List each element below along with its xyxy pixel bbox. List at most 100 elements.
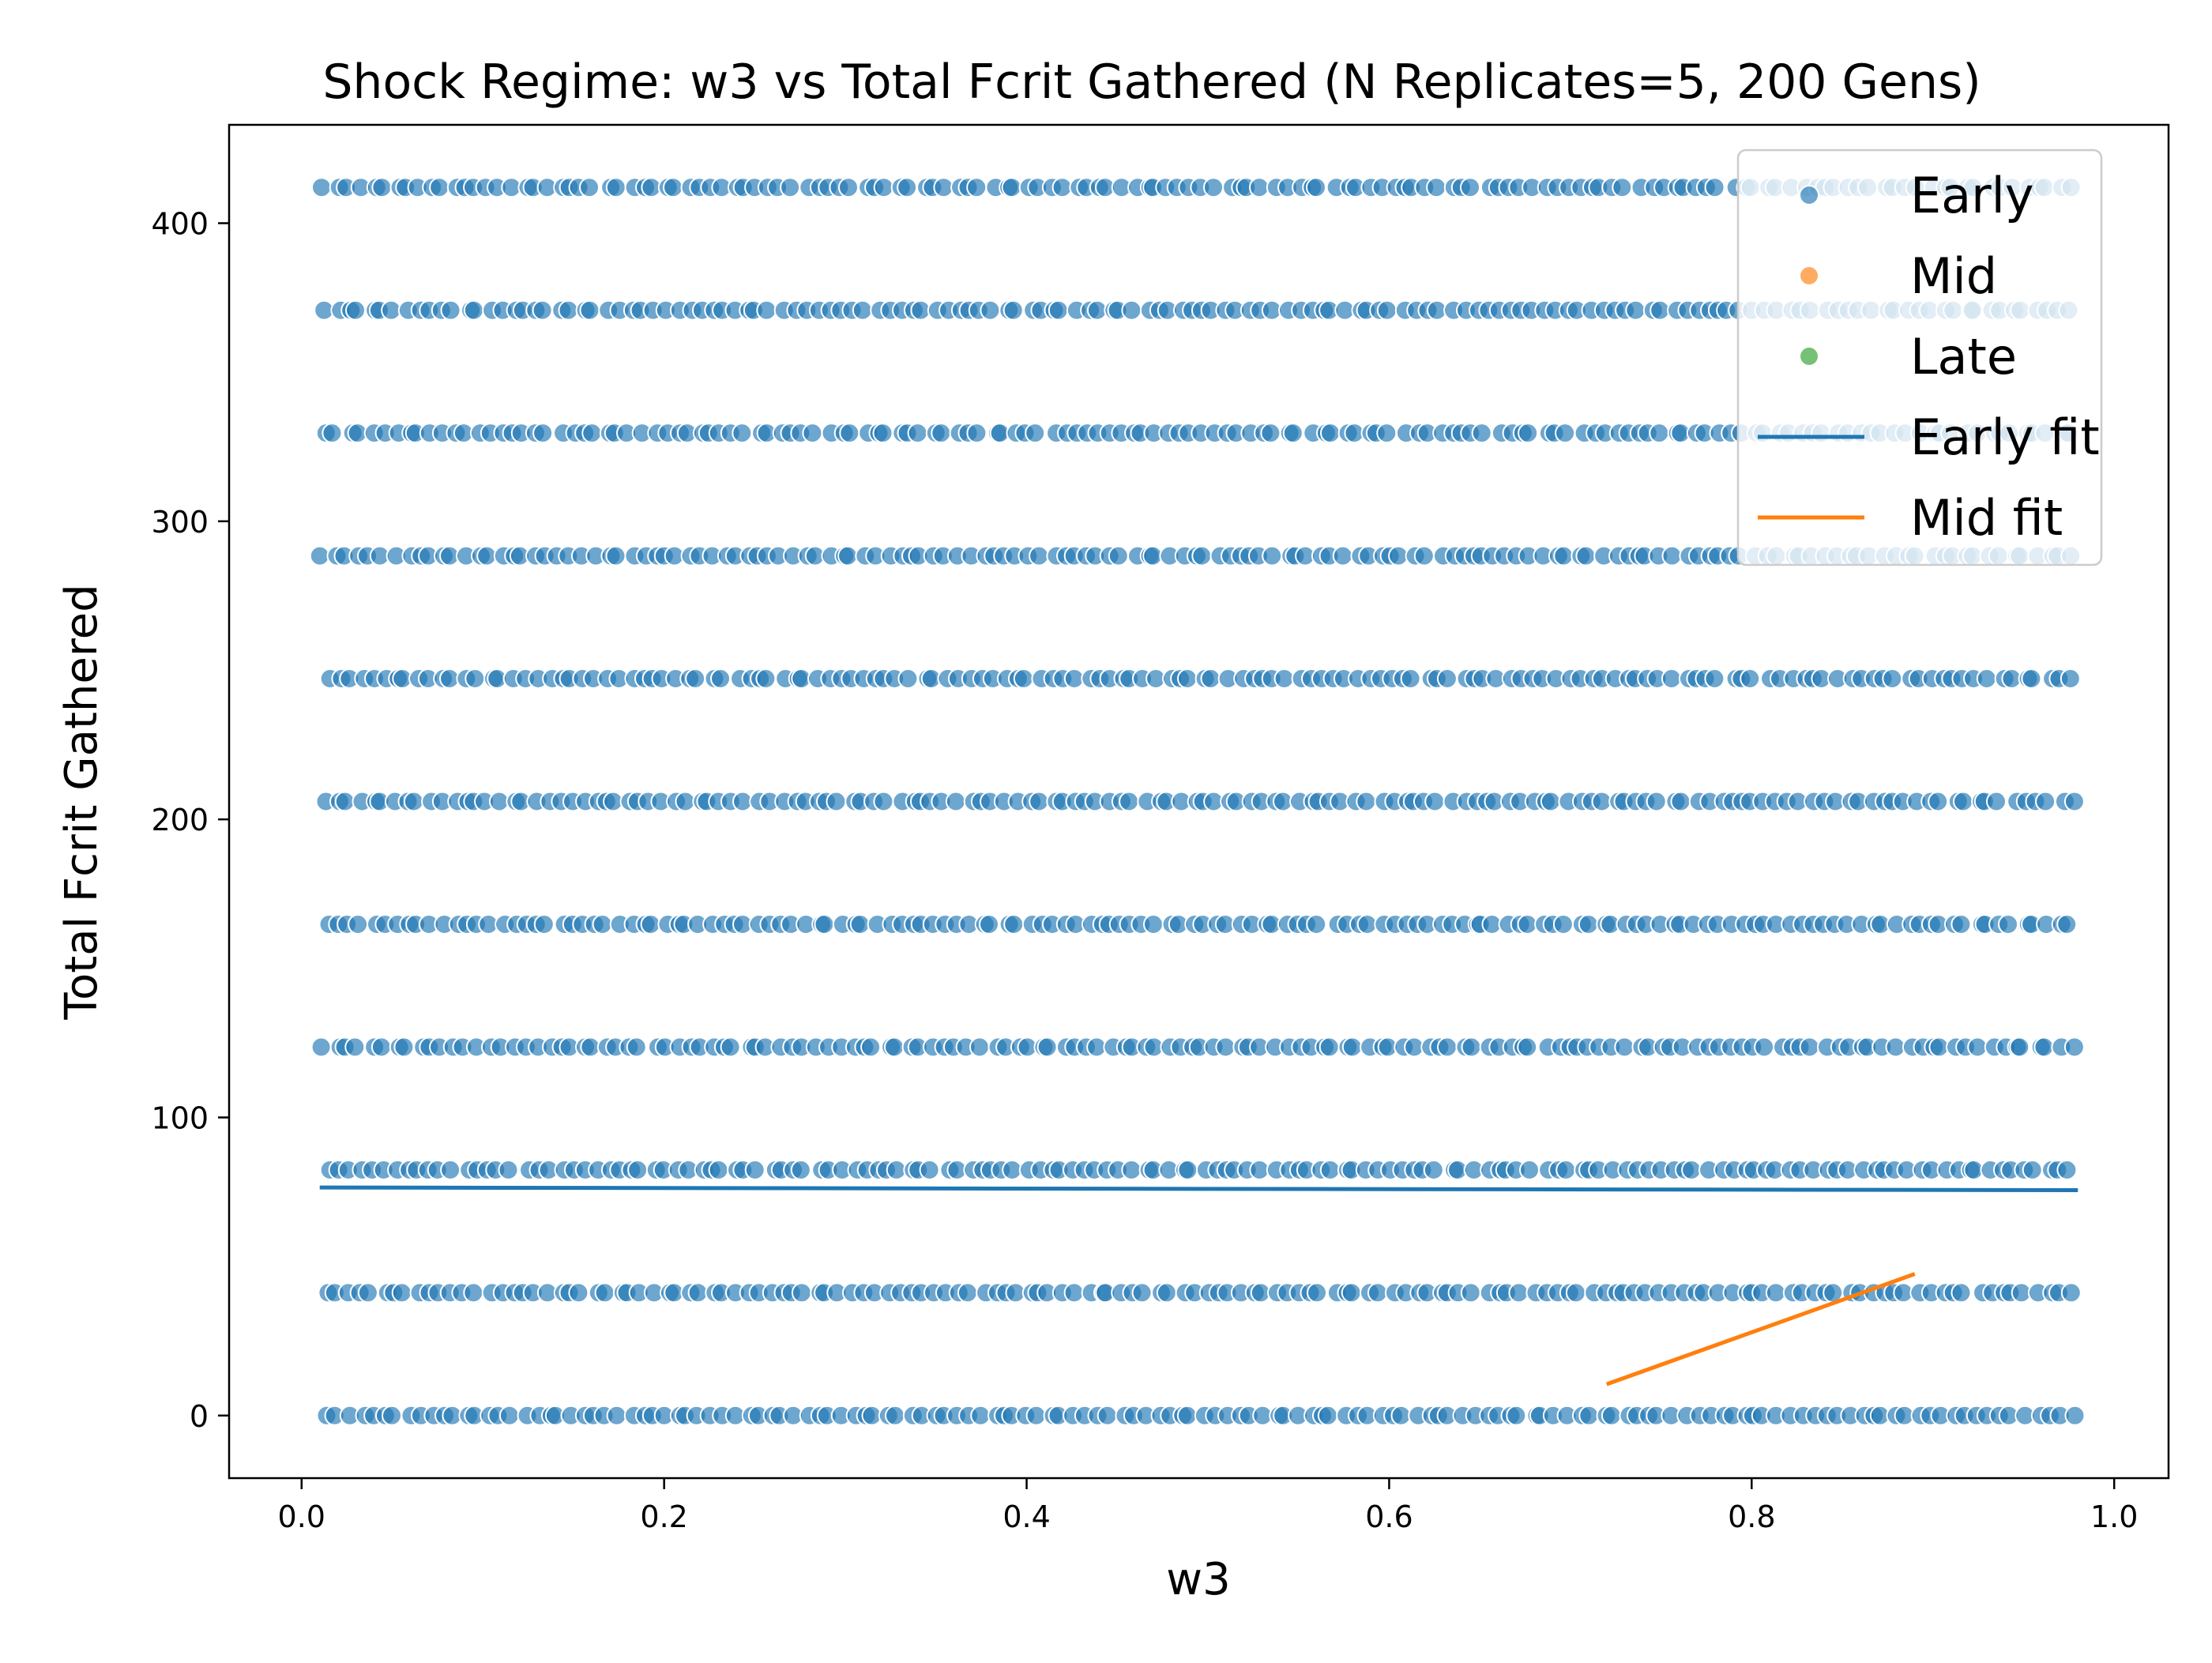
scatter-point [348,914,369,935]
scatter-point [1928,1037,1950,1058]
scatter-point [2033,1037,2055,1058]
y-tick-label: 0 [190,1399,209,1434]
scatter-point [1003,914,1025,935]
scatter-point [532,423,554,444]
scatter-point [391,1282,412,1304]
scatter-point [933,177,954,198]
scatter-point [322,423,343,444]
scatter-point [802,423,823,444]
scatter-point [429,177,450,198]
y-tick-label: 100 [151,1101,209,1135]
scatter-point [581,423,603,444]
scatter-point [1388,545,1409,566]
scatter-point [1262,545,1283,566]
y-axis-ticks: 0 100 200 300 400 [151,207,229,1434]
scatter-point [594,1282,615,1304]
scatter-point [872,423,893,444]
scatter-point [1025,423,1046,444]
scatter-point [1460,1282,1481,1304]
scatter-point [381,299,402,321]
scatter-point [1203,177,1224,198]
scatter-point [1282,423,1304,444]
scatter-point [1953,791,1973,812]
plot-frame [228,123,2170,1480]
scatter-point [1400,668,1421,689]
scatter-point [1029,545,1050,566]
scatter-point [1578,914,1599,935]
scatter-point [837,545,859,566]
scatter-point [1882,668,1903,689]
scatter-point [1649,423,1670,444]
legend-marker [1799,346,1819,367]
scatter-point [1998,914,2018,935]
scatter-point [311,177,332,198]
scatter-point [627,1159,649,1180]
scatter-point [979,914,999,935]
scatter-point [1356,914,1378,935]
fit-line-early-fit [319,1185,2078,1193]
scatter-point [558,299,579,321]
scatter-point [931,423,952,444]
scatter-point [970,1405,991,1426]
scatter-point [897,177,918,198]
scatter-point [440,299,461,321]
scatter-point [1131,1282,1153,1304]
legend-label: Late [1910,328,2017,386]
scatter-point [1650,299,1671,321]
scatter-point [1670,791,1691,812]
legend-label: Mid [1910,247,1997,305]
scatter-point [1249,1159,1270,1180]
scatter-point [1200,668,1221,689]
scatter-point [1002,1159,1023,1180]
scatter-point [1319,1037,1340,1058]
scatter-point [1097,1405,1118,1426]
scatter-point [371,177,393,198]
scatter-point [1681,1159,1702,1180]
scatter-point [463,1282,484,1304]
scatter-point [1661,668,1682,689]
scatter-point [1555,423,1576,444]
scatter-point [2021,668,2042,689]
scatter-point [606,1405,627,1426]
scatter-point [2060,1282,2082,1304]
scatter-point [1025,1405,1047,1426]
scatter-point [1553,545,1574,566]
scatter-point [465,668,486,689]
scatter-point [744,1159,766,1180]
legend-marker [1799,265,1819,286]
scatter-point [1575,545,1597,566]
scatter-point [1341,1282,1362,1304]
scatter-point [440,1159,461,1180]
scatter-point [1928,791,1949,812]
scatter-point [1215,1037,1236,1058]
scatter-point [1177,668,1198,689]
scatter-point [1367,1282,1388,1304]
x-tick-label: 1.0 [2090,1499,2138,1534]
scatter-point [1048,299,1069,321]
scatter-point [334,791,356,812]
scatter-point [1013,668,1034,689]
scatter-point [1356,791,1377,812]
scatter-point [1506,1405,1527,1426]
scatter-point [568,1282,589,1304]
scatter-point [1612,177,1633,198]
scatter-point [592,914,613,935]
scatter-point [1156,1282,1177,1304]
scatter-point [533,914,555,935]
scatter-point [1063,668,1085,689]
scatter-point [1517,914,1538,935]
scatter-point [1063,1282,1085,1304]
scatter-point [790,1159,811,1180]
scatter-point [1108,545,1129,566]
scatter-point [463,299,484,321]
scatter-point [532,299,553,321]
scatter-point [1426,177,1447,198]
scatter-point [580,1037,601,1058]
legend-label: Mid fit [1910,489,2063,547]
legend-box [1736,149,2103,566]
scatter-point [357,1282,378,1304]
scatter-point [1461,1037,1482,1058]
y-tick-label: 400 [151,207,209,242]
x-tick-label: 0.0 [278,1499,325,1534]
